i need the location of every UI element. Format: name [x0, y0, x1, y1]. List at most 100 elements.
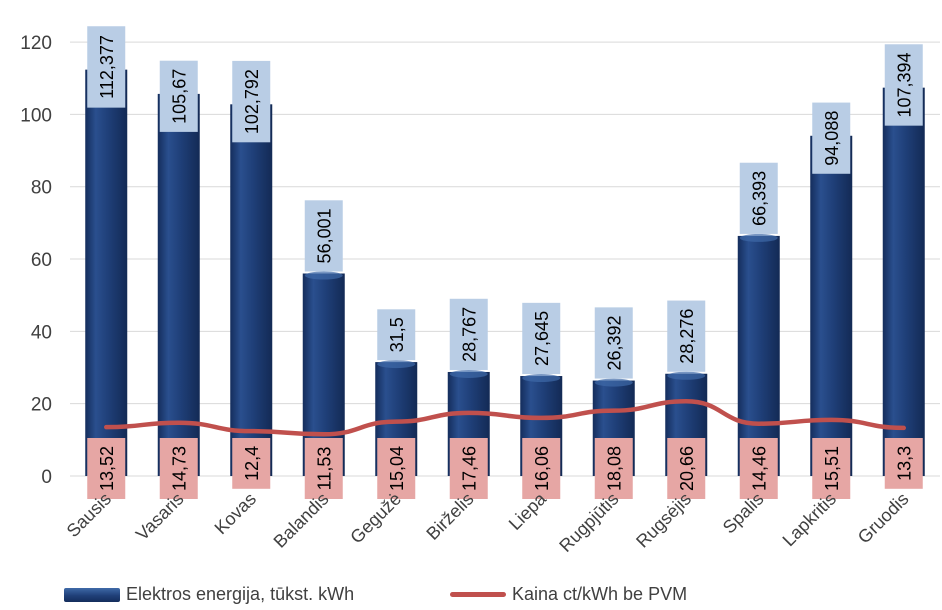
y-tick-label: 120: [20, 33, 52, 54]
price-value-label-text: 15,51: [822, 446, 842, 491]
bar-value-label-box: [304, 200, 343, 272]
bar-top: [739, 233, 778, 242]
price-value-label-box: [812, 438, 851, 499]
y-tick-label: 100: [20, 105, 52, 126]
bar-value-label: 66,393: [739, 162, 778, 234]
bar-value-label: 28,276: [667, 300, 706, 372]
price-value-label: 14,73: [159, 438, 198, 499]
price-value-label-box: [522, 438, 561, 499]
price-value-label: 15,51: [812, 438, 851, 499]
bar-value-label: 31,5: [377, 309, 416, 361]
price-value-label: 15,04: [377, 438, 416, 499]
bar-value-label-text: 112,377: [97, 35, 117, 99]
bar-top: [522, 374, 561, 383]
x-tick-label: Lapkritis: [779, 489, 841, 551]
price-value-label: 13,52: [87, 438, 126, 499]
legend-swatch-energy: [64, 587, 120, 602]
bar-value-label-box: [667, 300, 706, 372]
price-value-label-text: 14,46: [749, 446, 769, 491]
bar-value-label-text: 26,392: [604, 315, 624, 370]
bar-value-label: 56,001: [304, 200, 343, 272]
price-value-label-box: [594, 438, 633, 499]
bar-value-label-box: [594, 307, 633, 379]
bar: [85, 69, 128, 476]
bar-value-label-box: [449, 298, 488, 370]
bar-value-label: 94,088: [812, 102, 851, 174]
bar-value-label-box: [884, 44, 923, 126]
bar-value-label-text: 94,088: [822, 111, 842, 166]
bar-value-label: 26,392: [594, 307, 633, 379]
price-value-label: 12,4: [232, 437, 271, 489]
bar-value-label-text: 31,5: [387, 317, 407, 352]
price-value-label: 14,46: [739, 438, 778, 499]
price-value-label-text: 18,08: [604, 446, 624, 491]
bar-value-label-text: 28,276: [677, 309, 697, 364]
price-value-label-box: [87, 438, 126, 499]
bar: [157, 93, 200, 476]
price-value-label: 18,08: [594, 438, 633, 499]
legend-item-price: Kaina ct/kWh be PVM: [450, 584, 687, 605]
price-value-label-text: 20,66: [677, 446, 697, 491]
bar-top: [594, 378, 633, 387]
bar-value-label-box: [812, 102, 851, 174]
gridlines: [70, 41, 940, 477]
price-value-label-box: [159, 438, 198, 499]
bar-value-label-box: [739, 162, 778, 234]
bar-top: [377, 360, 416, 369]
x-tick-label: Rugsėjis: [632, 489, 695, 552]
bar: [737, 235, 780, 476]
price-value-label-box: [739, 438, 778, 499]
price-value-label-text: 14,73: [169, 446, 189, 491]
x-tick-label: Gegužė: [346, 489, 405, 548]
price-value-labels: 13,52 14,73 12,4 11,53 15,04 17,46 16,06 18,08 2…: [87, 437, 923, 499]
bar-value-label: 102,792: [232, 60, 271, 143]
bar-value-label: 27,645: [522, 302, 561, 375]
bar: [810, 135, 853, 477]
bar-value-label-text: 27,645: [532, 311, 552, 366]
y-tick-label: 0: [41, 467, 52, 488]
price-value-label-box: [667, 438, 706, 499]
bar: [230, 104, 273, 476]
legend-item-energy: Elektros energija, tūkst. kWh: [64, 584, 354, 605]
legend: Elektros energija, tūkst. kWh Kaina ct/k…: [0, 578, 942, 610]
bar-value-label-box: [232, 60, 271, 143]
price-value-label: 16,06: [522, 438, 561, 499]
price-value-label-text: 12,4: [242, 446, 262, 481]
price-value-label: 20,66: [667, 438, 706, 499]
bar-top: [304, 271, 343, 280]
bar-value-label-text: 102,792: [242, 69, 262, 134]
price-value-label-box: [232, 437, 271, 489]
x-tick-label: Kovas: [211, 489, 261, 539]
x-tick-label: Balandis: [270, 489, 333, 552]
bar-top: [667, 371, 706, 380]
price-value-label-text: 13,3: [894, 446, 914, 481]
bar-value-label-box: [522, 302, 561, 375]
price-value-label-text: 17,46: [459, 446, 479, 491]
bar-value-label-text: 107,394: [894, 52, 914, 117]
bar-value-label-text: 56,001: [314, 208, 334, 263]
x-tick-label: Rugpjūtis: [555, 489, 622, 556]
price-value-label-box: [884, 437, 923, 489]
bar-value-labels: 112,377 105,67 102,792 56,001 31,5 28,767 27,6…: [87, 26, 923, 379]
bar-value-label-box: [377, 309, 416, 361]
legend-label-price: Kaina ct/kWh be PVM: [512, 584, 688, 604]
bar-value-label: 112,377: [87, 26, 126, 108]
price-value-label-box: [377, 438, 416, 499]
bar-value-label-box: [87, 26, 126, 108]
price-line-path: [104, 399, 906, 437]
bar-value-label: 105,67: [159, 60, 198, 132]
bar-value-label-text: 28,767: [459, 307, 479, 362]
price-value-label-box: [449, 438, 488, 499]
price-value-label-text: 16,06: [532, 446, 552, 491]
price-value-label-text: 15,04: [387, 446, 407, 491]
y-tick-label: 40: [31, 322, 52, 343]
bar-value-label-text: 105,67: [169, 69, 189, 124]
bar-value-label-text: 66,393: [749, 171, 769, 226]
y-axis-ticks: 0 20 40 60 80 100 120: [20, 33, 52, 488]
bar-value-label-box: [159, 60, 198, 132]
price-value-label: 13,3: [884, 437, 923, 489]
bar-value-label: 28,767: [449, 298, 488, 370]
price-value-label-text: 13,52: [97, 446, 117, 491]
y-tick-label: 80: [31, 178, 52, 199]
